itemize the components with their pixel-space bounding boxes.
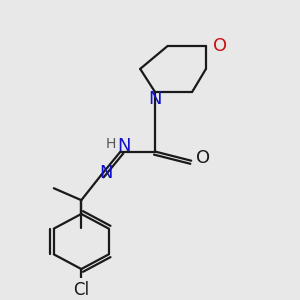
Text: N: N	[118, 137, 131, 155]
Text: N: N	[148, 90, 162, 108]
Text: N: N	[99, 164, 112, 181]
Text: Cl: Cl	[73, 281, 89, 299]
Text: O: O	[196, 149, 210, 167]
Text: H: H	[106, 137, 116, 151]
Text: O: O	[213, 37, 227, 55]
